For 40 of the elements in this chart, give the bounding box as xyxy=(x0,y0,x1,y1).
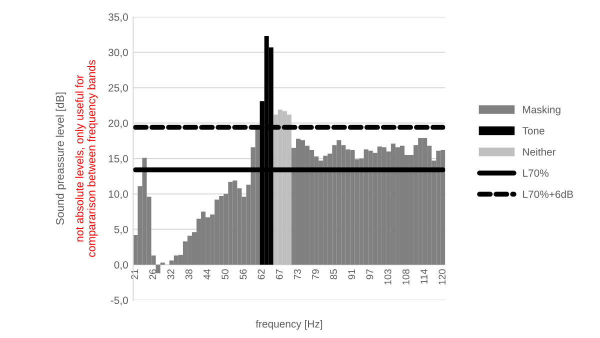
x-tick-label: 79 xyxy=(312,269,319,280)
x-tick-label: 91 xyxy=(348,269,356,280)
x-tick-label: 108 xyxy=(402,269,410,284)
bar xyxy=(156,264,160,274)
bar xyxy=(286,114,292,265)
y-tick-label: 5,0 xyxy=(114,226,128,234)
y-tick-label: -5,0 xyxy=(110,296,128,306)
y-tick-label: 35,0 xyxy=(108,13,128,22)
y-tick-label: 25,0 xyxy=(108,84,128,93)
text: not absolute levels, only useful for compararison between frequency bands xyxy=(75,60,98,257)
x-tick-label: 120 xyxy=(438,269,446,284)
y-tick-label: 0,0 xyxy=(114,261,128,270)
x-tick-label: 32 xyxy=(167,269,174,280)
x-tick-label: 62 xyxy=(258,269,265,280)
x-tick-label: 97 xyxy=(366,269,374,280)
legend-label: Neither xyxy=(523,148,556,156)
y-tick-label: 30,0 xyxy=(108,48,128,58)
bar xyxy=(296,138,301,265)
legend-label: L70% xyxy=(523,169,549,177)
x-tick-label: 67 xyxy=(276,269,283,280)
x-tick-label: 56 xyxy=(240,269,247,280)
y-tick-label: 10,0 xyxy=(108,190,128,200)
y-axis-title: Sound preassure level [dB] xyxy=(56,92,66,225)
legend-label: Masking xyxy=(523,106,560,116)
bar xyxy=(255,128,260,265)
x-tick-label: 103 xyxy=(384,269,392,284)
x-tick-label: 26 xyxy=(149,269,156,280)
legend-label: L70%+6dB xyxy=(523,190,573,198)
x-tick-label: 85 xyxy=(330,269,338,280)
legend-label: Tone xyxy=(522,127,544,134)
x-tick-label: 38 xyxy=(185,269,192,280)
x-tick-label: 21 xyxy=(131,269,138,280)
bar xyxy=(400,146,405,265)
x-tick-label: 44 xyxy=(204,269,210,280)
y-tick-label: 15,0 xyxy=(108,155,128,164)
x-tick-label: 114 xyxy=(420,269,428,284)
x-axis-title: frequency [Hz] xyxy=(256,320,322,330)
x-tick-label: 73 xyxy=(294,269,301,280)
y-tick-label: 20,0 xyxy=(108,120,128,128)
x-tick-label: 50 xyxy=(222,269,229,280)
